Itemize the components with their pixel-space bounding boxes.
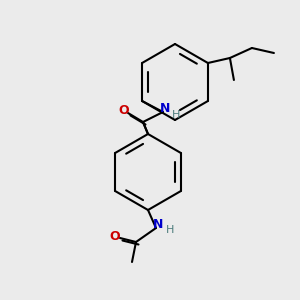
Text: H: H <box>166 225 174 235</box>
Text: N: N <box>160 103 170 116</box>
Text: N: N <box>153 218 163 232</box>
Text: H: H <box>172 110 180 120</box>
Text: O: O <box>110 230 120 242</box>
Text: O: O <box>119 104 129 118</box>
